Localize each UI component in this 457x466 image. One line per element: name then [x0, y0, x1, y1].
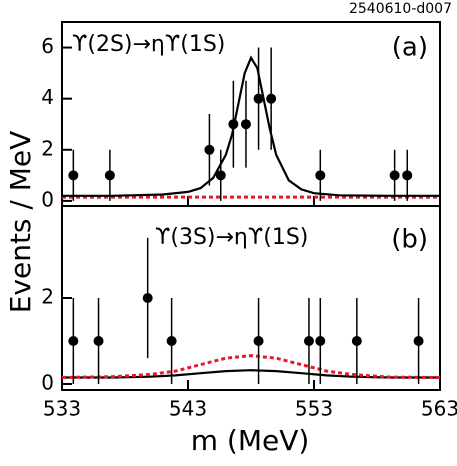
x-tick-label: 563	[421, 397, 457, 421]
data-point	[253, 335, 264, 346]
x-tick-label: 543	[169, 397, 207, 421]
data-point	[413, 335, 424, 346]
x-tick-label: 533	[43, 397, 81, 421]
y-tick-label: 2	[41, 285, 54, 309]
panel-title: ϒ(3S)→ηϒ(1S)	[155, 225, 308, 250]
data-point	[68, 170, 79, 181]
data-point	[266, 93, 277, 104]
y-tick-label: 6	[41, 34, 54, 58]
data-point	[303, 335, 314, 346]
data-point	[142, 293, 153, 303]
panel-label: (a)	[392, 33, 428, 63]
data-point	[315, 335, 326, 346]
data-point	[215, 170, 226, 181]
y-tick-label: 0	[41, 187, 54, 211]
data-point	[351, 335, 362, 346]
data-point	[68, 335, 79, 346]
data-point	[253, 93, 264, 104]
x-tick-label: 553	[295, 397, 333, 421]
data-point	[166, 335, 177, 346]
data-point	[204, 144, 215, 155]
fit-curve	[62, 55, 440, 197]
data-point	[402, 170, 413, 181]
panel-label: (b)	[391, 225, 428, 255]
data-point	[389, 170, 400, 181]
y-tick-label: 4	[41, 85, 54, 109]
data-point	[93, 335, 104, 346]
y-tick-label: 0	[41, 370, 54, 394]
data-point	[240, 119, 251, 130]
fit-curve	[62, 369, 440, 379]
panel-title: ϒ(2S)→ηϒ(1S)	[72, 32, 225, 57]
y-tick-label: 2	[41, 136, 54, 160]
data-point	[315, 170, 326, 181]
fit-curve	[61, 354, 441, 379]
x-axis-label: m (MeV)	[191, 424, 310, 457]
data-point	[228, 119, 239, 130]
data-point	[104, 170, 115, 181]
figure-id: 2540610-d007	[349, 1, 452, 17]
y-axis-label: Events / MeV	[4, 131, 37, 314]
